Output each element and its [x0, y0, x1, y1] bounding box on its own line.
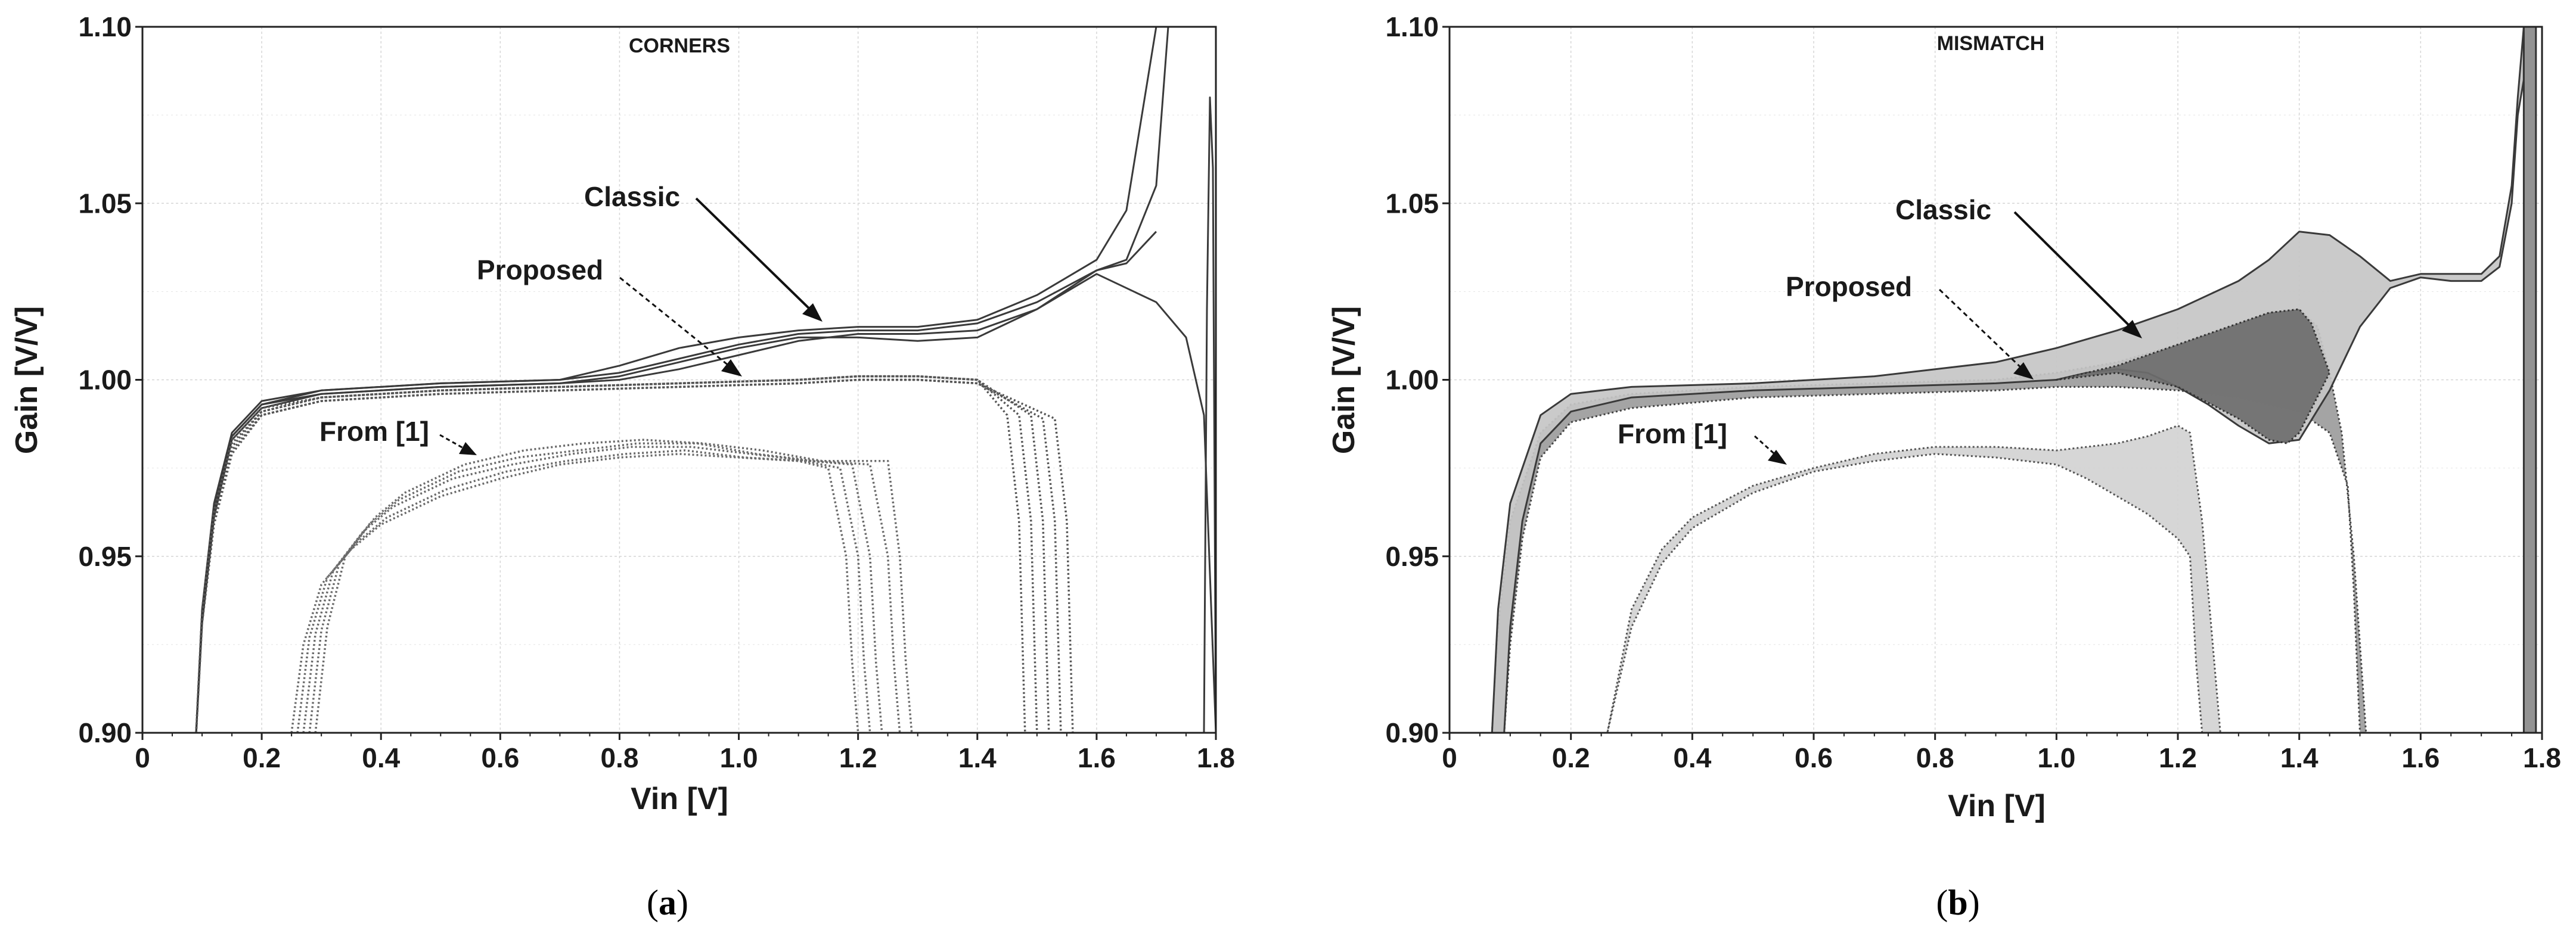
y-tick-label-b: 1.00 — [1385, 365, 1439, 396]
x-tick-label-b: 1.6 — [2401, 742, 2440, 773]
x-tick-label-a: 1.2 — [839, 742, 877, 773]
y-axis-label-a: Gain [V/V] — [10, 306, 44, 454]
series-from-1-curve-a — [308, 442, 901, 733]
y-tick-label-b: 0.90 — [1385, 717, 1439, 748]
annotation-classic-b: Classic — [1895, 194, 2142, 338]
series-proposed-curve-a — [195, 375, 1050, 733]
y-tick-label-b: 1.05 — [1385, 188, 1439, 219]
annotation-proposed-a: Proposed — [477, 254, 742, 377]
y-tick-label-a: 1.00 — [78, 365, 132, 396]
y-tick-label-a: 1.05 — [78, 188, 132, 219]
annotation-proposed-b: Proposed — [1786, 271, 2034, 380]
x-tick-label-b: 0 — [1442, 742, 1457, 773]
y-axis-label-b: Gain [V/V] — [1327, 306, 1361, 454]
svg-text:From [1]: From [1] — [1618, 418, 1727, 449]
caption-b: (b) — [1936, 883, 1979, 922]
annotation-from1-a: From [1] — [319, 416, 477, 455]
x-tick-label-b: 1.0 — [2037, 742, 2075, 773]
svg-text:Classic: Classic — [584, 181, 680, 212]
y-tick-label-a: 1.10 — [78, 11, 132, 42]
chart-panel-b: 0 0.2 0.4 0.6 0.8 1.0 1.2 1.4 1.6 1.8 0.90 0.95 1.00… — [1327, 11, 2561, 823]
series-from-1-curve-a — [314, 438, 913, 733]
x-tick-label-a: 1.6 — [1078, 742, 1116, 773]
plot-area-a — [142, 27, 1216, 733]
svg-text:From [1]: From [1] — [319, 416, 429, 447]
series-classic-curve-a — [195, 27, 1169, 733]
chart-title-b: MISMATCH — [1937, 32, 2045, 55]
y-tick-label-b: 1.10 — [1385, 11, 1439, 42]
series-layer-b — [1491, 27, 2537, 733]
series-layer-a — [195, 27, 1216, 733]
x-tick-label-b: 1.4 — [2280, 742, 2319, 773]
x-tick-label-a: 0.2 — [243, 742, 281, 773]
series-classic-peak-band-band-b — [2055, 308, 2331, 444]
x-tick-label-a: 0 — [135, 742, 150, 773]
ticks-b: 0 0.2 0.4 0.6 0.8 1.0 1.2 1.4 1.6 1.8 0.90 0.95 1.00… — [1385, 11, 2561, 773]
x-tick-label-a: 1.8 — [1197, 742, 1235, 773]
x-tick-label-b: 1.8 — [2523, 742, 2561, 773]
series-from-1-curve-a — [290, 453, 859, 733]
x-axis-label-a: Vin [V] — [631, 782, 728, 816]
annotation-classic-a: Classic — [584, 181, 823, 322]
x-tick-label-b: 1.2 — [2159, 742, 2197, 773]
x-tick-label-a: 0.8 — [600, 742, 638, 773]
ticks-a: 0 0.2 0.4 0.6 0.8 1.0 1.2 1.4 1.6 1.8 0.90 0.95 1.00… — [78, 11, 1235, 773]
series-classic-curve-a — [1203, 97, 1216, 733]
x-tick-label-a: 0.6 — [481, 742, 519, 773]
y-tick-label-a: 0.95 — [78, 541, 132, 572]
x-tick-label-b: 0.6 — [1795, 742, 1833, 773]
series-classic-curve-a — [195, 231, 1157, 733]
chart-panel-a: 0 0.2 0.4 0.6 0.8 1.0 1.2 1.4 1.6 1.8 0.90 0.95 1.00… — [10, 11, 1235, 816]
x-tick-label-a: 1.4 — [958, 742, 997, 773]
series-classic-band-b — [1491, 27, 2525, 733]
x-axis-label-b: Vin [V] — [1948, 789, 2046, 823]
series-classic-curve-a — [195, 273, 1216, 733]
series-classic-edge-band-b — [2522, 27, 2537, 733]
series-from-1-band-b — [1606, 425, 2221, 733]
y-tick-label-b: 0.95 — [1385, 541, 1439, 572]
annotation-from1-b: From [1] — [1618, 418, 1787, 465]
svg-text:Classic: Classic — [1895, 194, 1991, 225]
svg-text:Proposed: Proposed — [477, 254, 603, 285]
x-tick-label-a: 0.4 — [362, 742, 400, 773]
x-tick-label-b: 0.4 — [1673, 742, 1711, 773]
x-tick-label-b: 0.2 — [1552, 742, 1590, 773]
x-tick-label-a: 1.0 — [720, 742, 758, 773]
svg-text:Proposed: Proposed — [1786, 271, 1912, 302]
x-tick-label-b: 0.8 — [1916, 742, 1954, 773]
chart-title-a: CORNERS — [629, 35, 730, 57]
caption-a: (a) — [647, 883, 688, 922]
y-tick-label-a: 0.90 — [78, 717, 132, 748]
